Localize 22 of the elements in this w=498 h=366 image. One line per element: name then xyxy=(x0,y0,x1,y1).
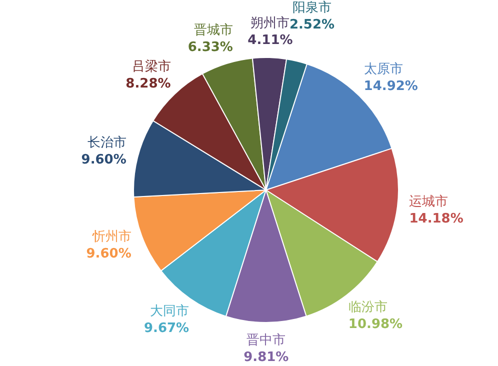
data-label: 6.33% xyxy=(188,40,233,56)
slice-label: 阳泉市 xyxy=(292,0,332,16)
data-label: 14.18% xyxy=(409,211,464,226)
slice-label: 朔州市 xyxy=(250,16,290,31)
slice-label: 吕梁市 xyxy=(132,58,171,75)
slice-label: 忻州市 xyxy=(91,229,132,244)
slice-label: 大同市 xyxy=(150,304,190,320)
data-label: 9.60% xyxy=(86,246,132,262)
slice-label: 晋城市 xyxy=(194,23,233,38)
slice-label: 太原市 xyxy=(364,62,403,78)
slice-label: 晋中市 xyxy=(246,332,286,348)
slice-label: 长治市 xyxy=(87,135,126,150)
data-label: 9.81% xyxy=(244,350,289,365)
data-label: 14.92% xyxy=(364,79,418,94)
data-label: 2.52% xyxy=(289,17,335,32)
data-label: 9.60% xyxy=(81,152,126,168)
slice-label: 运城市 xyxy=(409,194,448,210)
data-label: 8.28% xyxy=(126,76,171,92)
data-label: 10.98% xyxy=(348,317,403,332)
data-label: 4.11% xyxy=(248,32,293,48)
slice-label: 临汾市 xyxy=(348,300,388,316)
data-label: 9.67% xyxy=(144,321,190,336)
